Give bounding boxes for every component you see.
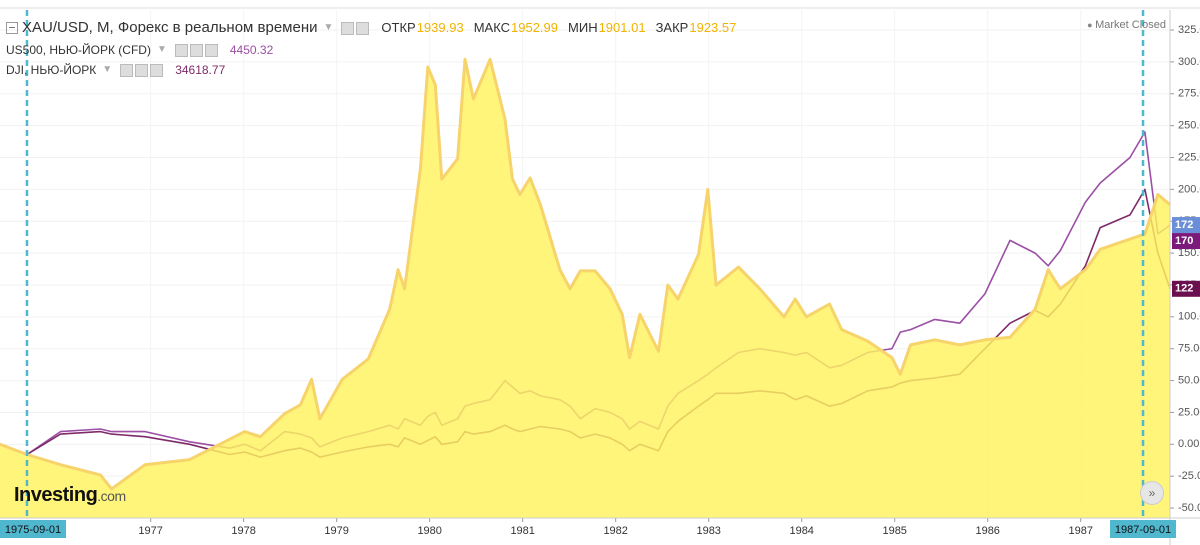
stat-value: 1939.93 <box>416 20 464 35</box>
legend: XAU/USD, M, Форекс в реальном времени ▼ … <box>6 16 736 80</box>
y-tick-label: 0.00 <box>1178 438 1199 450</box>
legend-entry: DJI, НЬЮ-ЙОРК <box>6 63 97 77</box>
legend-row: XAU/USD, M, Форекс в реальном времени ▼ … <box>6 16 736 40</box>
legend-value: 34618.77 <box>175 63 226 77</box>
line <box>0 57 1171 491</box>
stat-label: МИН <box>568 20 598 35</box>
marker-box <box>0 520 66 538</box>
y-tick-label: 275.00 <box>1178 88 1200 100</box>
stat-value: 1923.57 <box>689 20 737 35</box>
x-tick-label: 1980 <box>417 525 441 537</box>
market-status: Market Closed <box>1087 19 1166 31</box>
y-tick-label: 25.00 <box>1178 406 1200 418</box>
stat-label: ОТКР <box>381 20 416 35</box>
logo-suffix: .com <box>97 488 126 504</box>
stat-value: 1901.01 <box>598 20 646 35</box>
icon[interactable] <box>356 21 370 35</box>
x-tick-label: 1979 <box>324 525 348 537</box>
icon[interactable] <box>189 43 203 57</box>
legend-row: US500, НЬЮ-ЙОРК (CFD) ▼ 4450.32 <box>6 40 736 60</box>
legend-entry: US500, НЬЮ-ЙОРК (CFD) <box>6 43 151 57</box>
y-tick-label: 200.00 <box>1178 183 1200 195</box>
y-tick-label: 100.00 <box>1178 311 1200 323</box>
ohlc: ОТКР1939.93 МАКС1952.99 МИН1901.01 ЗАКР1923… <box>371 18 736 38</box>
price-tag <box>1172 233 1200 250</box>
x-tick-label: 1981 <box>510 525 534 537</box>
legend-row: DJI, НЬЮ-ЙОРК ▼ 34618.77 <box>6 60 736 80</box>
price-tag <box>1172 280 1200 297</box>
scroll-button[interactable]: » <box>1140 481 1164 505</box>
legend-value: 4450.32 <box>229 43 274 57</box>
legend-entry: XAU/USD, M, Форекс в реальном времени <box>22 19 318 36</box>
logo: Investing.com <box>14 484 126 507</box>
y-tick-label: 150.00 <box>1178 247 1200 259</box>
stat-label: МАКС <box>473 20 511 35</box>
y-tick-label: 50.00 <box>1178 374 1200 386</box>
x-tick-label: 1985 <box>882 525 906 537</box>
icon[interactable] <box>150 63 164 77</box>
logo-name: Investing <box>14 484 98 506</box>
marker-label: 1987-09-01 <box>1115 524 1171 536</box>
icon[interactable] <box>135 63 149 77</box>
x-tick-label: 1983 <box>696 525 720 537</box>
y-tick-label: 75.00 <box>1178 343 1200 355</box>
caret[interactable]: ▼ <box>156 44 167 55</box>
marker-label: 1975-09-01 <box>5 524 61 536</box>
y-tick-label: 300.00 <box>1178 56 1200 68</box>
stat-label: ЗАКР <box>655 20 689 35</box>
x-tick-label: 1982 <box>603 525 627 537</box>
icon[interactable] <box>174 43 188 57</box>
area <box>0 59 1170 519</box>
price-tag-label: 170 <box>1175 235 1193 247</box>
price-tag-label: 122 <box>1175 283 1193 295</box>
x-tick-label: 1986 <box>975 525 999 537</box>
x-tick-label: 1977 <box>138 525 162 537</box>
y-tick-label: 225.00 <box>1178 151 1200 163</box>
y-tick-label: 250.00 <box>1178 120 1200 132</box>
caret[interactable]: ▼ <box>323 22 334 33</box>
y-tick-label: -25.00 <box>1178 470 1200 482</box>
icon[interactable] <box>204 43 218 57</box>
stat-value: 1952.99 <box>511 20 559 35</box>
icon[interactable] <box>120 63 134 77</box>
collapse-icon[interactable] <box>6 22 18 34</box>
x-tick-label: 1978 <box>231 525 255 537</box>
y-tick-label: 325.00 <box>1178 24 1200 36</box>
price-tag <box>1172 217 1200 234</box>
y-tick-label: -50.00 <box>1178 502 1200 514</box>
marker-box <box>1110 520 1177 538</box>
x-tick-label: 1984 <box>789 525 813 537</box>
caret[interactable]: ▼ <box>102 64 113 75</box>
x-tick-label: 1987 <box>1068 525 1092 537</box>
price-tag-label: 172 <box>1175 219 1193 231</box>
icon[interactable] <box>341 21 355 35</box>
